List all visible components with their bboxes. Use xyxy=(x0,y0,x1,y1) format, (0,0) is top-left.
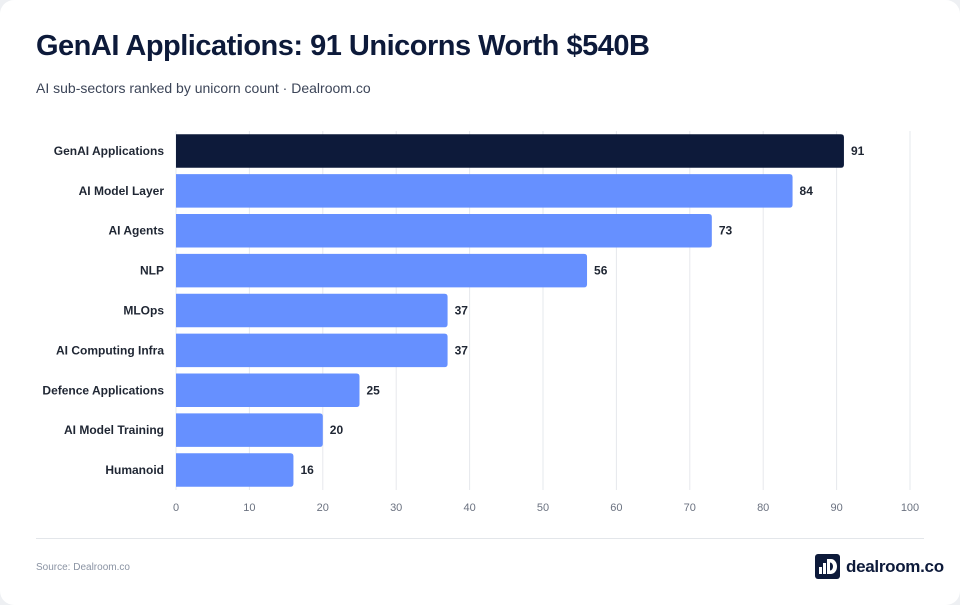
bar xyxy=(176,134,844,168)
x-tick-label: 90 xyxy=(830,502,842,514)
x-tick-label: 100 xyxy=(901,502,919,514)
category-label: AI Model Layer xyxy=(79,184,165,198)
x-tick-label: 30 xyxy=(390,502,402,514)
x-tick-label: 60 xyxy=(610,502,622,514)
category-label: GenAI Applications xyxy=(54,144,165,158)
x-tick-label: 10 xyxy=(243,502,255,514)
value-label: 20 xyxy=(330,423,344,437)
value-label: 37 xyxy=(455,304,469,318)
value-label: 37 xyxy=(455,343,469,357)
x-tick-label: 40 xyxy=(463,502,475,514)
value-label: 16 xyxy=(300,463,314,477)
bar xyxy=(176,174,793,208)
bar-chart: 0 10 20 30 40 50 60 70 80 90 100 GenAI Applications… xyxy=(42,131,919,514)
x-tick-label: 80 xyxy=(757,502,769,514)
bar xyxy=(176,373,360,408)
category-label: AI Computing Infra xyxy=(56,343,164,357)
value-label: 91 xyxy=(851,144,865,158)
bar xyxy=(176,333,448,368)
x-tick-label: 20 xyxy=(317,502,329,514)
value-label: 25 xyxy=(367,383,381,397)
category-label: Humanoid xyxy=(105,463,164,477)
x-tick-label: 0 xyxy=(173,502,179,514)
value-label: 56 xyxy=(594,264,608,278)
x-tick-label: 50 xyxy=(537,502,549,514)
footer-divider xyxy=(36,538,924,539)
source-note: Source: Dealroom.co xyxy=(36,562,130,573)
value-label: 84 xyxy=(800,184,814,198)
dealroom-logo: dealroom.co xyxy=(815,554,944,579)
bar xyxy=(176,293,448,328)
dealroom-logo-icon xyxy=(815,554,840,579)
x-tick-label: 70 xyxy=(684,502,696,514)
category-label: MLOps xyxy=(123,304,164,318)
category-label: AI Agents xyxy=(108,224,164,238)
bar xyxy=(176,253,588,288)
category-label: Defence Applications xyxy=(42,383,164,397)
chart-subtitle: AI sub-sectors ranked by unicorn count ·… xyxy=(36,80,371,96)
value-label: 73 xyxy=(719,224,733,238)
category-label: AI Model Training xyxy=(64,423,164,437)
bar xyxy=(176,453,294,487)
bar xyxy=(176,413,323,447)
category-label: NLP xyxy=(140,264,164,278)
dealroom-logo-text: dealroom.co xyxy=(846,556,944,576)
chart-title: GenAI Applications: 91 Unicorns Worth $5… xyxy=(36,30,650,62)
bar xyxy=(176,213,712,248)
